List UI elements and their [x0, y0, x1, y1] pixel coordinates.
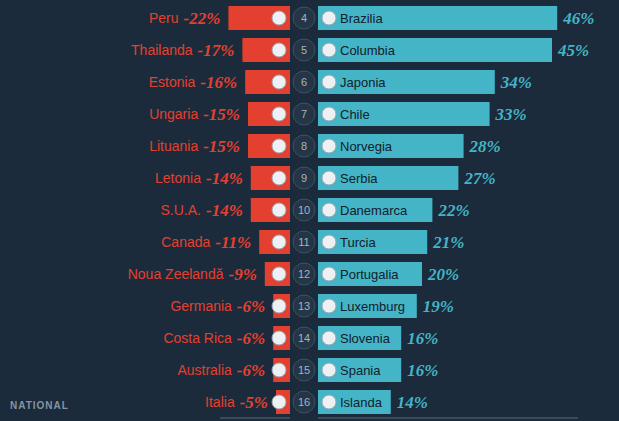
svg-text:Lituania-15%: Lituania-15%: [149, 137, 240, 156]
svg-text:Germania-6%: Germania-6%: [170, 297, 265, 316]
svg-text:9: 9: [301, 172, 307, 184]
svg-text:Canada-11%: Canada-11%: [161, 233, 251, 252]
svg-text:16: 16: [298, 396, 310, 408]
svg-text:Luxemburg: Luxemburg: [340, 299, 405, 314]
svg-text:11: 11: [298, 236, 309, 248]
svg-text:13: 13: [298, 300, 310, 312]
svg-text:Serbia: Serbia: [340, 171, 378, 186]
svg-text:S.U.A.-14%: S.U.A.-14%: [161, 201, 243, 220]
svg-text:Australia-6%: Australia-6%: [177, 361, 265, 380]
svg-text:10: 10: [298, 204, 310, 216]
svg-text:Ungaria-15%: Ungaria-15%: [149, 105, 240, 124]
svg-text:19%: 19%: [423, 297, 454, 316]
svg-text:34%: 34%: [500, 73, 532, 92]
svg-text:Costa Rica-6%: Costa Rica-6%: [163, 329, 265, 348]
svg-text:Islanda: Islanda: [340, 395, 383, 410]
svg-text:22%: 22%: [437, 201, 469, 220]
svg-text:Norvegia: Norvegia: [340, 139, 393, 154]
svg-text:Slovenia: Slovenia: [340, 331, 391, 346]
svg-text:Letonia-14%: Letonia-14%: [155, 169, 243, 188]
svg-text:5: 5: [301, 44, 307, 56]
svg-text:16%: 16%: [407, 329, 438, 348]
svg-text:14%: 14%: [397, 393, 428, 412]
svg-text:21%: 21%: [432, 233, 464, 252]
svg-text:Chile: Chile: [340, 107, 370, 122]
svg-text:28%: 28%: [469, 137, 501, 156]
svg-text:4: 4: [301, 12, 307, 24]
svg-text:27%: 27%: [463, 169, 495, 188]
svg-text:Danemarca: Danemarca: [340, 203, 408, 218]
svg-text:Thailanda-17%: Thailanda-17%: [131, 41, 234, 60]
svg-text:20%: 20%: [427, 265, 459, 284]
svg-text:15: 15: [298, 364, 310, 376]
svg-text:Columbia: Columbia: [340, 43, 396, 58]
svg-text:Noua Zeelandă-9%: Noua Zeelandă-9%: [128, 265, 257, 284]
svg-text:12: 12: [298, 268, 310, 280]
svg-text:Estonia-16%: Estonia-16%: [149, 73, 238, 92]
svg-text:46%: 46%: [562, 9, 594, 28]
svg-text:33%: 33%: [495, 105, 527, 124]
svg-text:8: 8: [301, 140, 307, 152]
svg-text:Peru-22%: Peru-22%: [149, 9, 220, 28]
svg-text:Turcia: Turcia: [340, 235, 376, 250]
svg-text:16%: 16%: [407, 361, 438, 380]
svg-text:Portugalia: Portugalia: [340, 267, 399, 282]
svg-text:Brazilia: Brazilia: [340, 11, 383, 26]
html-text:NATIONAL: NATIONAL: [10, 400, 69, 411]
svg-text:14: 14: [298, 332, 310, 344]
svg-text:6: 6: [301, 76, 307, 88]
svg-text:Italia-5%: Italia-5%: [205, 393, 268, 412]
svg-text:45%: 45%: [557, 41, 589, 60]
svg-text:7: 7: [301, 108, 307, 120]
svg-text:Japonia: Japonia: [340, 75, 386, 90]
svg-text:Spania: Spania: [340, 363, 381, 378]
